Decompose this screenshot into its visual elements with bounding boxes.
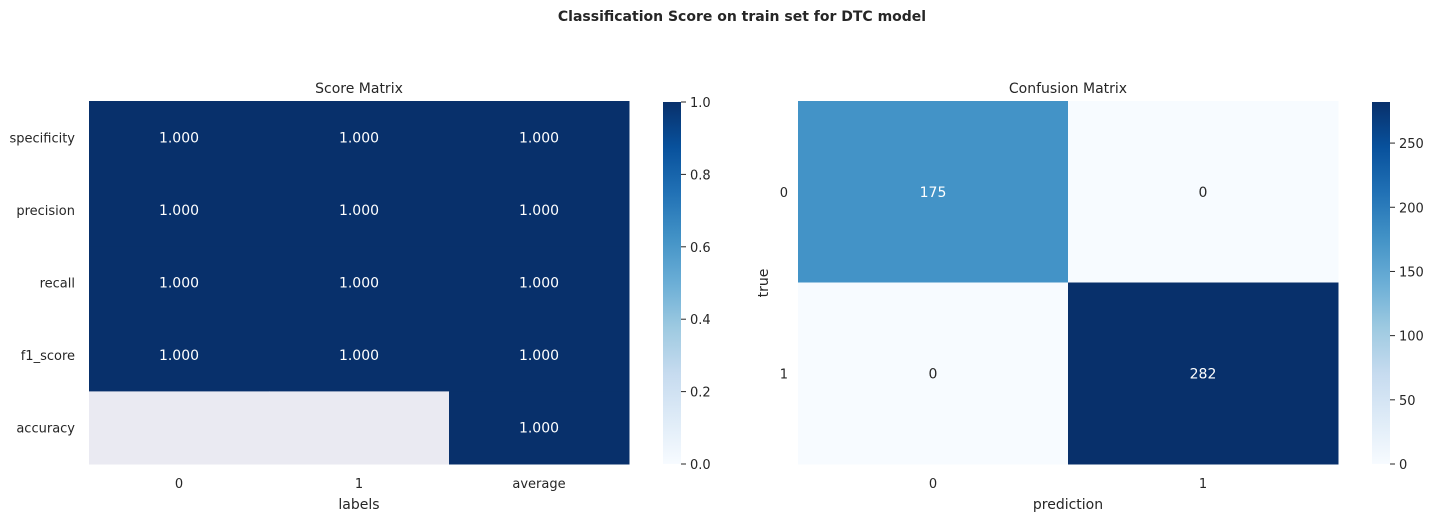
- score-matrix-annotation-r2-c0: 1.000: [159, 276, 199, 292]
- confusion-matrix-y-tick-0: 0: [780, 186, 788, 201]
- score-matrix-y-tick-3: f1_score: [21, 349, 75, 364]
- confusion-matrix-annotation-r0-c1: 0: [1199, 185, 1208, 201]
- confusion-matrix-x-tick-0: 0: [929, 477, 937, 492]
- score-matrix-annotation-r1-c1: 1.000: [339, 203, 379, 219]
- confusion-matrix-xlabel: prediction: [1033, 497, 1103, 513]
- score-matrix-x-ticks: 0 1 average: [175, 477, 566, 492]
- confusion-matrix-y-ticks: 01: [780, 186, 788, 383]
- score-matrix-annotation-r0-c2: 1.000: [519, 130, 559, 146]
- confusion-matrix-colorbar: [1372, 102, 1390, 464]
- confusion-matrix-colorbar-tick-1: 50: [1399, 394, 1416, 409]
- confusion-matrix-cell-r1-c1: [1068, 282, 1339, 465]
- score-matrix-annotation-r4-c2: 1.000: [519, 421, 559, 437]
- score-matrix-cell-r1-c2: [449, 173, 630, 247]
- score-matrix-annotation-r1-c0: 1.000: [159, 203, 199, 219]
- score-matrix-colorbar-tick-0: 0.0: [690, 458, 711, 473]
- score-matrix-xlabel: labels: [338, 497, 379, 513]
- confusion-matrix-colorbar-tick-3: 150: [1399, 265, 1424, 280]
- score-matrix-colorbar-tick-1: 0.2: [690, 386, 711, 401]
- score-matrix-y-tick-0: specificity: [9, 131, 75, 146]
- score-matrix-annotation-r2-c1: 1.000: [339, 276, 379, 292]
- confusion-matrix-title: Confusion Matrix: [1009, 81, 1127, 97]
- confusion-matrix-colorbar-ticks: 0 50 100 150 200 250: [1390, 137, 1424, 473]
- confusion-matrix-colorbar-tick-4: 200: [1399, 201, 1424, 216]
- score-matrix-cells: [89, 101, 630, 465]
- score-matrix-colorbar-tick-5: 1.0: [690, 96, 711, 111]
- score-matrix-colorbar: [663, 102, 681, 464]
- confusion-matrix-annotations: 175 0 0 282: [920, 185, 1217, 383]
- score-matrix-colorbar-tick-3: 0.6: [690, 241, 711, 256]
- score-matrix-cell-r1-c0: [89, 173, 270, 247]
- score-matrix-annotation-r2-c2: 1.000: [519, 276, 559, 292]
- score-matrix-cell-r0-c0: [89, 101, 270, 175]
- score-matrix-annotation-r3-c2: 1.000: [519, 348, 559, 364]
- score-matrix-cell-r2-c0: [89, 246, 270, 320]
- confusion-matrix-cell-r0-c0: [798, 101, 1069, 283]
- score-matrix-title: Score Matrix: [315, 81, 403, 97]
- score-matrix-cell-r0-c1: [269, 101, 450, 175]
- score-matrix-annotation-r0-c1: 1.000: [339, 130, 379, 146]
- score-matrix-colorbar-ticks: 0.0 0.2 0.4 0.6 0.8 1.0: [681, 96, 711, 473]
- score-matrix-annotation-r3-c1: 1.000: [339, 348, 379, 364]
- confusion-matrix-colorbar-tick-2: 100: [1399, 330, 1424, 345]
- score-matrix-cell-r0-c2: [449, 101, 630, 175]
- confusion-matrix-cell-r1-c0: [798, 282, 1069, 465]
- score-matrix-cell-r4-c0: [89, 391, 270, 465]
- score-matrix-x-tick-2: average: [512, 477, 565, 492]
- score-matrix-y-tick-2: recall: [40, 277, 75, 292]
- confusion-matrix-y-tick-1: 1: [780, 367, 788, 382]
- confusion-matrix-ylabel: true: [756, 269, 772, 298]
- score-matrix-colorbar-tick-4: 0.8: [690, 168, 711, 183]
- score-matrix-colorbar-tick-2: 0.4: [690, 313, 711, 328]
- score-matrix-cell-r2-c2: [449, 246, 630, 320]
- confusion-matrix-cell-r0-c1: [1068, 101, 1339, 283]
- confusion-matrix-cells: [798, 101, 1339, 465]
- confusion-matrix-x-tick-1: 1: [1199, 477, 1207, 492]
- score-matrix-cell-r1-c1: [269, 173, 450, 247]
- score-matrix-cell-r3-c2: [449, 318, 630, 392]
- score-matrix-annotation-r3-c0: 1.000: [159, 348, 199, 364]
- score-matrix-y-ticks: specificity precision recall f1_scoreaccura…: [9, 131, 75, 436]
- score-matrix-x-tick-0: 0: [175, 477, 183, 492]
- score-matrix-cell-r2-c1: [269, 246, 450, 320]
- score-matrix-y-tick-1: precision: [16, 204, 75, 219]
- score-matrix-y-tick-4: accuracy: [16, 422, 75, 437]
- score-matrix-cell-r4-c1: [269, 391, 450, 465]
- score-matrix-annotation-r0-c0: 1.000: [159, 130, 199, 146]
- confusion-matrix-colorbar-tick-5: 250: [1399, 137, 1424, 152]
- score-matrix-annotation-r1-c2: 1.000: [519, 203, 559, 219]
- score-matrix-annotations: 1.000 1.000 1.000 1.000 1.000 1.000 1.000 1.000…: [159, 130, 559, 436]
- score-matrix-x-tick-1: 1: [355, 477, 363, 492]
- score-matrix-cell-r4-c2: [449, 391, 630, 465]
- confusion-matrix-annotation-r1-c1: 282: [1190, 366, 1217, 382]
- figure-suptitle: Classification Score on train set for DT…: [558, 9, 926, 25]
- confusion-matrix-annotation-r0-c0: 175: [920, 185, 947, 201]
- score-matrix-cell-r3-c1: [269, 318, 450, 392]
- score-matrix-cell-r3-c0: [89, 318, 270, 392]
- confusion-matrix-annotation-r1-c0: 0: [929, 366, 938, 382]
- confusion-matrix-colorbar-tick-0: 0: [1399, 458, 1407, 473]
